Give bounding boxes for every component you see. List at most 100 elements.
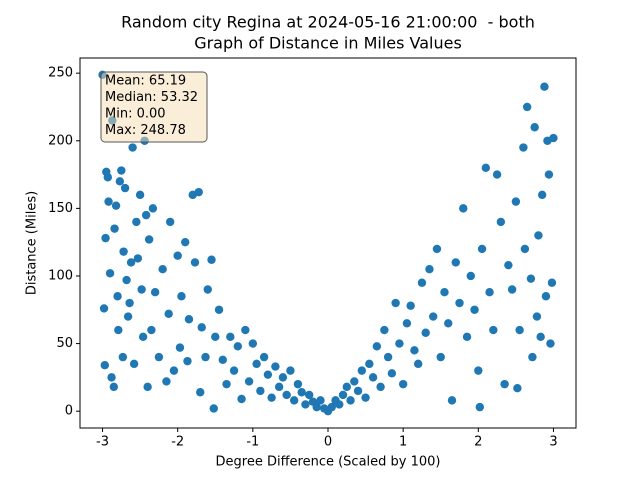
point <box>237 394 246 404</box>
stats-text: Mean: 65.19 <box>105 74 186 89</box>
point <box>540 82 549 91</box>
point <box>451 258 460 267</box>
point <box>447 396 457 405</box>
point <box>413 359 423 369</box>
point <box>194 187 203 197</box>
point <box>141 210 151 220</box>
point <box>110 224 119 233</box>
point <box>271 362 280 371</box>
point <box>532 312 542 321</box>
point <box>289 396 299 405</box>
point <box>492 170 502 179</box>
point <box>305 390 314 400</box>
point <box>101 233 110 243</box>
point <box>368 373 378 382</box>
point <box>162 377 171 386</box>
x-tick-label: 0 <box>324 435 332 450</box>
point <box>128 143 137 152</box>
point <box>99 304 109 313</box>
point <box>104 197 113 206</box>
point <box>241 325 250 335</box>
point <box>402 319 412 328</box>
point <box>417 278 427 287</box>
point <box>209 404 218 413</box>
point <box>406 301 415 310</box>
point <box>528 352 537 362</box>
point <box>387 369 397 378</box>
point <box>398 379 408 389</box>
point <box>122 275 131 285</box>
point <box>144 235 154 244</box>
point <box>183 356 192 366</box>
x-tick-label: -3 <box>96 435 109 450</box>
point <box>211 332 220 342</box>
point <box>327 402 336 412</box>
point <box>107 373 116 382</box>
point <box>365 359 374 369</box>
point <box>135 190 145 200</box>
point <box>244 377 254 386</box>
chart-title: Graph of Distance in Miles Values <box>194 34 462 53</box>
point <box>286 366 295 375</box>
point <box>544 170 554 179</box>
point <box>115 177 125 186</box>
point <box>475 402 485 412</box>
point <box>455 298 464 308</box>
point <box>248 339 258 348</box>
point <box>504 260 513 270</box>
point <box>485 288 494 297</box>
point <box>335 400 344 409</box>
point <box>214 305 224 314</box>
point <box>138 332 148 342</box>
point <box>496 217 506 227</box>
point <box>474 366 483 375</box>
point <box>137 285 146 294</box>
point <box>421 328 430 337</box>
point <box>203 285 212 294</box>
point <box>395 339 404 348</box>
point <box>429 312 438 321</box>
point <box>526 274 536 283</box>
point <box>520 244 530 254</box>
stats-text: Median: 53.32 <box>105 90 198 105</box>
point <box>537 190 547 200</box>
point <box>154 352 164 362</box>
point <box>534 231 543 240</box>
y-tick-label: 100 <box>48 268 73 283</box>
point <box>197 323 206 332</box>
point <box>522 102 532 112</box>
point <box>477 244 487 254</box>
point <box>111 201 121 210</box>
point <box>218 355 227 365</box>
point <box>148 204 158 213</box>
point <box>444 319 453 328</box>
point <box>165 217 175 227</box>
point <box>132 217 141 227</box>
point <box>500 379 509 389</box>
point <box>361 393 370 402</box>
point <box>177 292 186 301</box>
x-axis-label: Degree Difference (Scaled by 100) <box>216 455 441 470</box>
point <box>173 251 182 260</box>
point <box>425 265 434 274</box>
point <box>462 332 472 342</box>
point <box>380 325 389 335</box>
point <box>549 133 558 143</box>
point <box>312 402 321 412</box>
point <box>147 325 156 335</box>
point <box>513 383 522 393</box>
point <box>481 163 491 173</box>
x-tick-label: -1 <box>246 435 259 450</box>
y-tick-label: 0 <box>65 404 73 419</box>
stats-text: Min: 0.00 <box>105 107 166 122</box>
point <box>519 143 528 152</box>
point <box>109 382 119 392</box>
y-tick-label: 250 <box>48 66 73 81</box>
point <box>181 237 190 247</box>
point <box>190 258 200 267</box>
point <box>256 386 265 396</box>
point <box>459 204 468 213</box>
point <box>229 366 239 375</box>
point <box>113 292 122 301</box>
